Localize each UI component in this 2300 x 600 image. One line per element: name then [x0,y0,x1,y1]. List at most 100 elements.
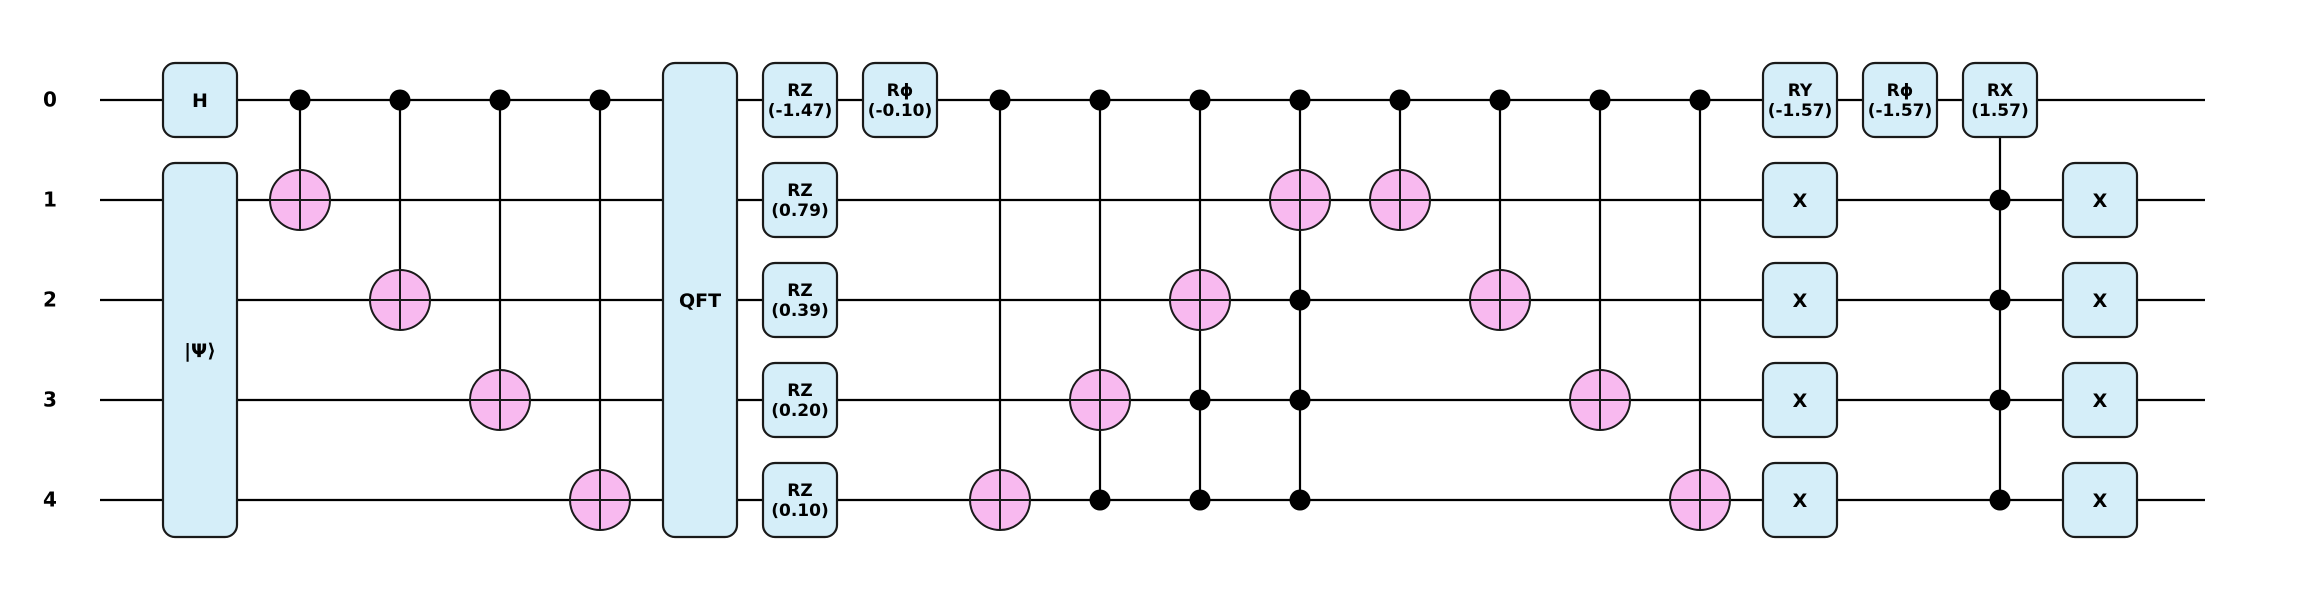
mcx-7-control-dot [1189,489,1211,511]
gate-x-a4: X [1761,461,1839,539]
cnot-5-nodes [969,89,1031,531]
cnot-1-nodes [269,89,331,231]
mcx-8-control-dot [1289,289,1311,311]
gate-x-b1-label-0: X [2093,190,2108,212]
gate-psi-label-0: |Ψ⟩ [184,340,216,362]
gate-x-a4-label-0: X [1793,490,1808,512]
gate-x-b3-box [2061,361,2139,439]
gate-rphi-2-label-1: (-1.57) [1868,101,1933,121]
cnot-12-nodes [1669,89,1731,531]
gate-rz-0-label-1: (-1.47) [768,101,833,121]
mcx-8-control-dot [1289,489,1311,511]
cnot-12-control-dot [1689,89,1711,111]
gate-x-a3-label-0: X [1793,390,1808,412]
cnot-10-target-xor [1469,269,1531,331]
mc-rx-control-dot [1989,489,2011,511]
gate-x-b4-box [2061,461,2139,539]
cnot-2-nodes [369,89,431,331]
gate-x-b2-box [2061,261,2139,339]
cnot-3-control-dot [489,89,511,111]
gate-rz-0: RZ(-1.47) [761,61,839,139]
gate-x-b1: X [2061,161,2139,239]
gate-rx-box [1961,61,2039,139]
mcx-7-nodes [1169,89,1231,511]
toffoli-6-control-dot [1089,489,1111,511]
gate-ry-label-0: RY [1788,81,1813,101]
gate-x-a4-box [1761,461,1839,539]
wires-layer: 0 1 2 3 4 [43,88,2205,512]
mcx-8-control-dot [1289,389,1311,411]
cnot-5-target-xor [969,469,1031,531]
wire-label-3: 3 [43,388,57,412]
cnot-2-control-dot [389,89,411,111]
toffoli-6-nodes [1069,89,1131,511]
cnot-10-nodes [1469,89,1531,331]
mcx-8-control-dot [1289,89,1311,111]
gate-rz-2: RZ(0.39) [761,261,839,339]
toffoli-6-target-xor [1069,369,1131,431]
gate-x-a2: X [1761,261,1839,339]
gate-rz-3-label-0: RZ [787,381,812,401]
gate-ry-label-1: (-1.57) [1768,101,1833,121]
cnot-11-nodes [1569,89,1631,431]
gate-rz-3-box [761,361,839,439]
mcx-8-target-xor [1269,169,1331,231]
gate-qft-box [661,61,739,539]
gate-h-box [161,61,239,139]
gates-layer: H|Ψ⟩QFTRZ(-1.47)RZ(0.79)RZ(0.39)RZ(0.20)… [161,61,2139,539]
gate-rx-label-0: RX [1987,81,2013,101]
cnot-9-target-xor [1369,169,1431,231]
gate-ry: RY(-1.57) [1761,61,1839,139]
cnot-1-control-dot [289,89,311,111]
cnot-5-control-dot [989,89,1011,111]
cnot-4-control-dot [589,89,611,111]
controls-layer [269,89,2011,531]
gate-x-a1-label-0: X [1793,190,1808,212]
gate-rx-label-1: (1.57) [1971,101,2028,121]
cnot-10-control-dot [1489,89,1511,111]
gate-rz-4-label-1: (0.10) [771,501,828,521]
cnot-1-target-xor [269,169,331,231]
gate-qft: QFT [661,61,739,539]
gate-rz-4: RZ(0.10) [761,461,839,539]
gate-rz-2-label-1: (0.39) [771,301,828,321]
gate-x-b3: X [2061,361,2139,439]
gate-rphi-1-label-1: (-0.10) [868,101,933,121]
gate-rz-2-label-0: RZ [787,281,812,301]
gate-x-a1: X [1761,161,1839,239]
gate-rz-4-box [761,461,839,539]
gate-x-a2-box [1761,261,1839,339]
cnot-9-nodes [1369,89,1431,231]
cnot-4-target-xor [569,469,631,531]
gate-rphi-2-label-0: Rϕ [1887,81,1914,101]
gate-x-b2: X [2061,261,2139,339]
cnot-12-target-xor [1669,469,1731,531]
gate-x-b3-label-0: X [2093,390,2108,412]
gate-x-a2-label-0: X [1793,290,1808,312]
mcx-7-target-xor [1169,269,1231,331]
gate-h-label-0: H [192,90,208,112]
gate-rz-0-label-0: RZ [787,81,812,101]
cnot-11-target-xor [1569,369,1631,431]
cnot-3-target-xor [469,369,531,431]
mc-rx-nodes [1989,189,2011,511]
mc-rx-control-dot [1989,389,2011,411]
gate-rz-1: RZ(0.79) [761,161,839,239]
wire-label-0: 0 [43,88,57,112]
mc-rx-control-dot [1989,289,2011,311]
wire-label-2: 2 [43,288,57,312]
mc-rx-control-dot [1989,189,2011,211]
gate-rz-3: RZ(0.20) [761,361,839,439]
gate-rx: RX(1.57) [1961,61,2039,139]
cnot-2-target-xor [369,269,431,331]
gate-rphi-2: Rϕ(-1.57) [1861,61,1939,139]
cnot-11-control-dot [1589,89,1611,111]
gate-rz-0-box [761,61,839,139]
gate-rphi-1-box [861,61,939,139]
gate-rphi-1: Rϕ(-0.10) [861,61,939,139]
gate-rz-3-label-1: (0.20) [771,401,828,421]
cnot-9-control-dot [1389,89,1411,111]
gate-qft-label-0: QFT [679,290,721,312]
wire-label-1: 1 [43,188,57,212]
